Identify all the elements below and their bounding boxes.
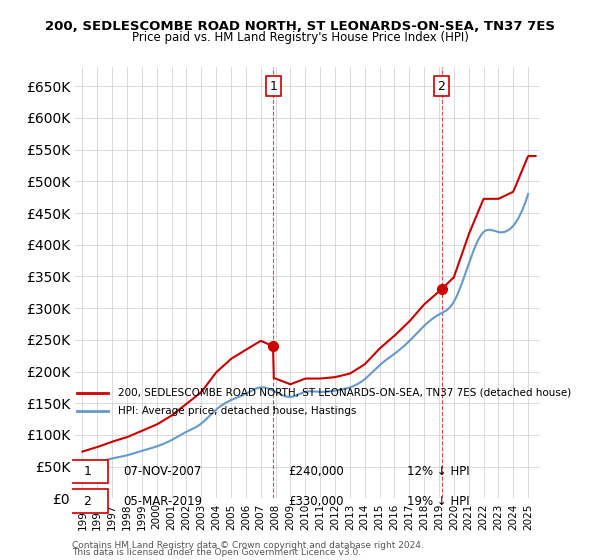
Text: 200, SEDLESCOMBE ROAD NORTH, ST LEONARDS-ON-SEA, TN37 7ES (detached house): 200, SEDLESCOMBE ROAD NORTH, ST LEONARDS… bbox=[118, 388, 572, 398]
FancyBboxPatch shape bbox=[67, 460, 108, 483]
Text: 19% ↓ HPI: 19% ↓ HPI bbox=[407, 494, 470, 507]
Text: £240,000: £240,000 bbox=[289, 465, 344, 478]
Text: £330,000: £330,000 bbox=[289, 494, 344, 507]
Text: 2: 2 bbox=[83, 494, 91, 507]
Text: 1: 1 bbox=[83, 465, 91, 478]
Text: 05-MAR-2019: 05-MAR-2019 bbox=[124, 494, 203, 507]
Text: Contains HM Land Registry data © Crown copyright and database right 2024.: Contains HM Land Registry data © Crown c… bbox=[72, 541, 424, 550]
Text: 1: 1 bbox=[269, 80, 277, 93]
Text: This data is licensed under the Open Government Licence v3.0.: This data is licensed under the Open Gov… bbox=[72, 548, 361, 557]
FancyBboxPatch shape bbox=[67, 489, 108, 513]
Text: HPI: Average price, detached house, Hastings: HPI: Average price, detached house, Hast… bbox=[118, 406, 357, 416]
Text: 12% ↓ HPI: 12% ↓ HPI bbox=[407, 465, 470, 478]
Text: Price paid vs. HM Land Registry's House Price Index (HPI): Price paid vs. HM Land Registry's House … bbox=[131, 31, 469, 44]
Text: 200, SEDLESCOMBE ROAD NORTH, ST LEONARDS-ON-SEA, TN37 7ES: 200, SEDLESCOMBE ROAD NORTH, ST LEONARDS… bbox=[45, 20, 555, 32]
Text: 2: 2 bbox=[437, 80, 445, 93]
Text: 07-NOV-2007: 07-NOV-2007 bbox=[124, 465, 202, 478]
